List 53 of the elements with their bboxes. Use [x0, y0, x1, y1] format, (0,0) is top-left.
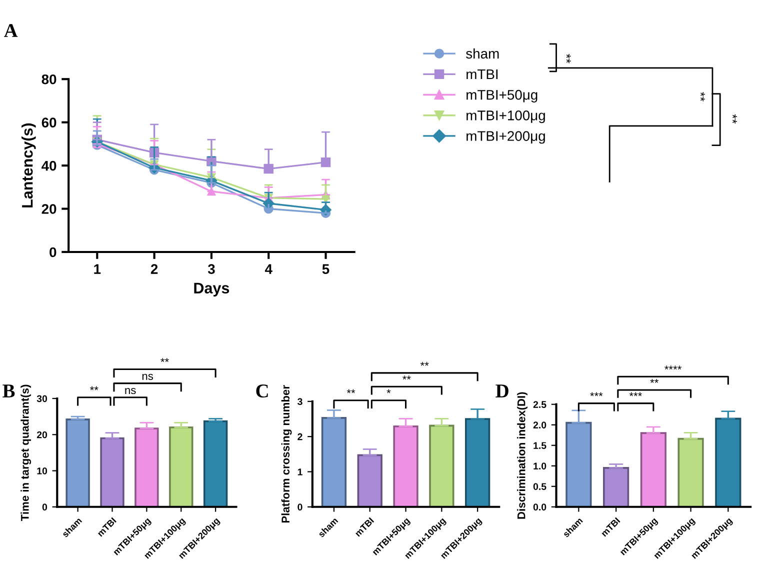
- text: ns: [142, 374, 154, 380]
- legend-label: sham: [466, 48, 499, 59]
- y-tick-label: 0: [42, 504, 48, 511]
- text: **: [700, 92, 705, 102]
- text: **: [402, 376, 411, 380]
- y-tick-label: 2: [298, 433, 302, 440]
- legend-label: mTBI+50μg: [466, 90, 538, 103]
- y-tick-label: 2.5: [533, 401, 546, 408]
- x-tick-label: 3: [208, 264, 215, 274]
- y-axis-title: Lantency(s): [22, 123, 36, 208]
- y-tick-label: 60: [42, 118, 56, 128]
- legend-label: mTBI+200μg: [466, 131, 545, 144]
- chart-title: A: [4, 24, 18, 37]
- chart-title: C: [256, 384, 268, 398]
- x-tick-label: 1: [94, 264, 101, 274]
- y-tick-label: 1.0: [534, 462, 546, 470]
- text: **: [420, 362, 429, 366]
- text: ****: [664, 366, 682, 370]
- y-tick-label: 2.0: [533, 422, 546, 428]
- text: ns: [125, 388, 136, 394]
- text: ***: [590, 392, 603, 396]
- y-tick-label: 20: [36, 431, 48, 438]
- y-axis-title: Platform crossing number: [281, 385, 292, 523]
- text: **: [90, 386, 98, 390]
- chart-title: D: [496, 384, 508, 398]
- y-tick-label: 30: [36, 395, 48, 402]
- text: **: [160, 358, 169, 362]
- y-tick-label: 1.5: [534, 442, 546, 449]
- y-tick-label: 80: [42, 74, 56, 84]
- y-axis-title: Discrimination index(DI): [517, 392, 528, 519]
- y-tick-label: 3: [298, 398, 302, 406]
- y-tick-label: 1: [298, 468, 302, 476]
- y-tick-label: 10: [37, 467, 48, 474]
- y-axis-title: Time in target quadrant(s): [20, 384, 32, 521]
- y-tick-label: 0: [298, 504, 302, 511]
- legend-label: mTBI: [466, 69, 498, 80]
- text: ***: [629, 392, 642, 396]
- y-tick-label: 40: [42, 160, 56, 171]
- y-tick-label: 0: [50, 247, 56, 258]
- text: **: [732, 114, 737, 124]
- x-tick-label: 2: [150, 264, 158, 274]
- text: **: [346, 389, 356, 394]
- y-tick-label: 0.0: [533, 504, 546, 511]
- text: **: [566, 54, 571, 64]
- chart-title: B: [2, 384, 15, 398]
- legend-label: mTBI+100μg: [466, 110, 545, 124]
- x-tick-label: 5: [322, 264, 330, 274]
- y-tick-label: 0.5: [533, 483, 546, 490]
- text: **: [650, 378, 658, 383]
- y-tick-label: 20: [42, 204, 56, 214]
- x-axis-title: Days: [194, 282, 230, 297]
- text: *: [386, 389, 391, 394]
- x-tick-label: 4: [264, 264, 272, 274]
